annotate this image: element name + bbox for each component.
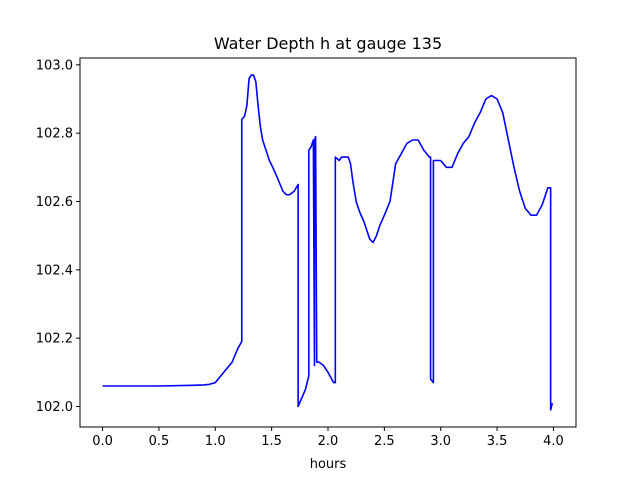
y-tick-label: 102.4 [36,263,73,278]
x-tick-label: 3.5 [487,434,508,449]
series-line-0 [102,74,554,411]
x-tick-label: 1.5 [261,434,282,449]
x-tick-label: 2.0 [318,434,339,449]
chart-title: Water Depth h at gauge 135 [214,34,442,53]
y-tick-label: 102.0 [36,400,73,415]
y-tick-label: 102.6 [36,195,73,210]
x-tick-label: 3.0 [430,434,451,449]
x-tick-label: 1.0 [205,434,226,449]
plot-area: 0.0 0.5 1.0 1.5 2.0 2.5 3.0 3.5 4.0 102.0 102.2 102… [36,57,577,449]
x-tick-label: 0.0 [92,434,113,449]
y-tick-label: 102.2 [36,332,73,347]
x-tick-label: 4.0 [543,434,564,449]
y-tick-label: 103.0 [36,58,73,73]
x-tick-label: 0.5 [149,434,170,449]
x-axis-label: hours [310,457,347,472]
x-tick-label: 2.5 [374,434,395,449]
y-tick-label: 102.8 [36,127,73,142]
